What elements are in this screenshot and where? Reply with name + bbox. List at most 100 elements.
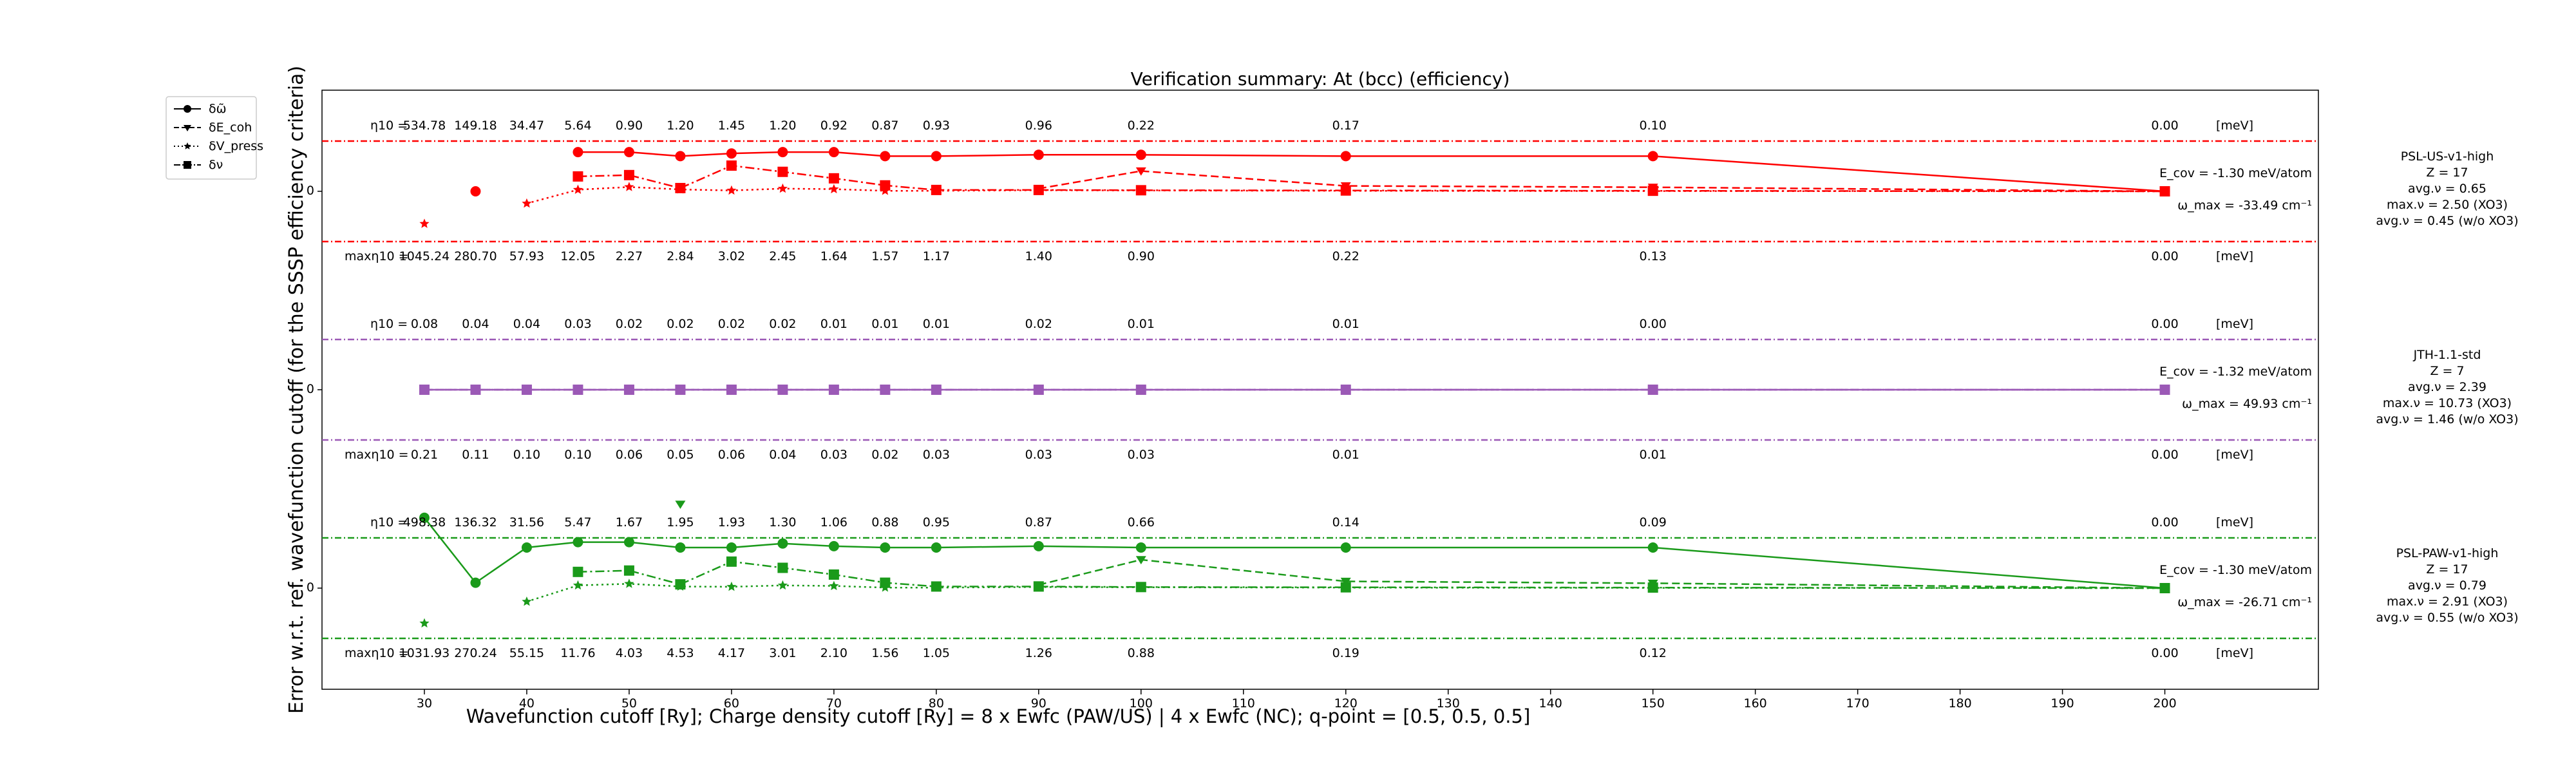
data-point-vpress	[573, 184, 583, 194]
panel-0	[322, 140, 2318, 243]
max-eta-value: 0.13	[1640, 249, 1667, 263]
series-line-omega	[424, 517, 2165, 589]
max-eta-value: 55.15	[509, 646, 544, 660]
eta-value: 31.56	[509, 515, 544, 530]
x-tick-label: 130	[1437, 696, 1460, 711]
data-point-nu	[1135, 385, 1146, 395]
legend-label: δν	[209, 158, 223, 172]
max-eta-value: 2.45	[769, 249, 796, 263]
max-eta-value: 1.17	[923, 249, 950, 263]
data-point-omega	[777, 147, 788, 158]
x-tick-label: 90	[1031, 696, 1046, 711]
pseudo-info-line: PSL-PAW-v1-high	[2396, 546, 2499, 560]
data-point-omega	[1340, 151, 1351, 162]
pseudo-info-line: Z = 17	[2426, 562, 2468, 577]
max-eta-label: maxη10 =	[345, 646, 409, 660]
data-point-nu	[675, 182, 686, 193]
legend-label: δω̃	[209, 102, 227, 116]
eta-value: 34.47	[509, 119, 544, 133]
legend-label: δV_press	[209, 139, 263, 153]
eta-value: 0.01	[871, 317, 898, 331]
pseudo-info-line: avg.ν = 1.46 (w/o XO3)	[2376, 412, 2518, 426]
eta-value: 1.93	[718, 515, 745, 530]
eta-value: 0.00	[2151, 317, 2178, 331]
x-tick-label: 110	[1232, 696, 1255, 711]
eta-value: 149.18	[454, 119, 497, 133]
pseudo-info-line: avg.ν = 0.65	[2408, 182, 2486, 196]
data-point-omega	[931, 151, 942, 162]
data-point-nu	[573, 385, 583, 395]
max-eta-value: 270.24	[454, 646, 497, 660]
eta-label: η10 =	[370, 317, 408, 331]
max-eta-value: 0.03	[820, 448, 848, 462]
data-point-nu	[726, 160, 737, 171]
data-point-nu	[470, 385, 481, 395]
data-point-nu	[931, 385, 942, 395]
data-point-omega	[880, 542, 891, 553]
max-eta-value: 2.84	[667, 249, 694, 263]
data-point-vpress	[522, 198, 532, 208]
eta-value: 0.87	[871, 119, 898, 133]
data-point-vpress	[624, 578, 634, 588]
max-eta-value: 280.70	[454, 249, 497, 263]
data-point-omega	[675, 542, 686, 553]
data-point-omega	[880, 151, 891, 162]
eta-value: 1.30	[769, 515, 796, 530]
eta-value: 0.09	[1640, 515, 1667, 530]
max-eta-value: 2.10	[820, 646, 848, 660]
data-point-omega	[1647, 542, 1658, 553]
eta-label: η10 =	[370, 119, 408, 133]
data-point-vpress	[573, 580, 583, 590]
eta-value: 534.78	[403, 119, 446, 133]
y-tick-label: 0	[307, 580, 314, 595]
max-eta-value: 1.26	[1025, 646, 1052, 660]
pseudo-info-line: Z = 7	[2430, 364, 2464, 378]
data-point-omega	[521, 542, 532, 553]
pseudo-info-line: avg.ν = 2.39	[2408, 380, 2486, 394]
max-eta-value: 2.27	[616, 249, 643, 263]
eta-value: 136.32	[454, 515, 497, 530]
eta-value: 1.95	[667, 515, 694, 530]
data-point-vpress	[777, 580, 788, 590]
eta-value: 0.08	[411, 317, 438, 331]
data-point-omega	[470, 577, 481, 588]
series-line-ecoh	[1038, 170, 2165, 193]
x-tick-label: 30	[417, 696, 432, 711]
unit-label: [meV]	[2216, 515, 2253, 530]
data-point-omega	[1647, 151, 1658, 162]
eta-label: η10 =	[370, 515, 408, 530]
max-eta-value: 0.02	[871, 448, 898, 462]
data-point-nu	[828, 385, 839, 395]
data-point-omega	[1033, 540, 1044, 551]
panel-1	[322, 338, 2318, 441]
max-eta-value: 1.40	[1025, 249, 1052, 263]
unit-label: [meV]	[2216, 119, 2253, 133]
unit-label: [meV]	[2216, 317, 2253, 331]
data-point-nu	[623, 169, 634, 180]
omega-max-label: ω_max = 49.93 cm⁻¹	[2182, 397, 2312, 411]
data-point-omega	[470, 186, 481, 196]
legend-marker	[184, 161, 191, 169]
data-point-omega	[726, 542, 737, 553]
data-point-omega	[419, 512, 430, 523]
legend-label: δE_coh	[209, 120, 252, 135]
eta-value: 0.01	[923, 317, 950, 331]
eta-value: 0.93	[923, 119, 950, 133]
panel-annotations-2: η10 = maxη10 = 498.38 1031.93 136.32 270.24 31…	[307, 515, 2519, 660]
x-tick-label: 190	[2050, 696, 2074, 711]
max-eta-value: 0.90	[1128, 249, 1155, 263]
pseudo-info-line: JTH-1.1-std	[2413, 348, 2481, 362]
max-eta-value: 0.19	[1332, 646, 1359, 660]
data-point-nu	[573, 171, 583, 182]
max-eta-label: maxη10 =	[345, 249, 409, 263]
pseudo-info-line: max.ν = 2.91 (XO3)	[2387, 595, 2508, 609]
eta-value: 1.67	[616, 515, 643, 530]
eta-value: 0.04	[513, 317, 540, 331]
max-eta-value: 0.03	[1025, 448, 1052, 462]
data-point-vpress	[624, 182, 634, 191]
eta-value: 0.92	[820, 119, 848, 133]
data-point-ecoh	[1340, 577, 1351, 586]
max-eta-value: 1.05	[923, 646, 950, 660]
max-eta-value: 11.76	[560, 646, 595, 660]
